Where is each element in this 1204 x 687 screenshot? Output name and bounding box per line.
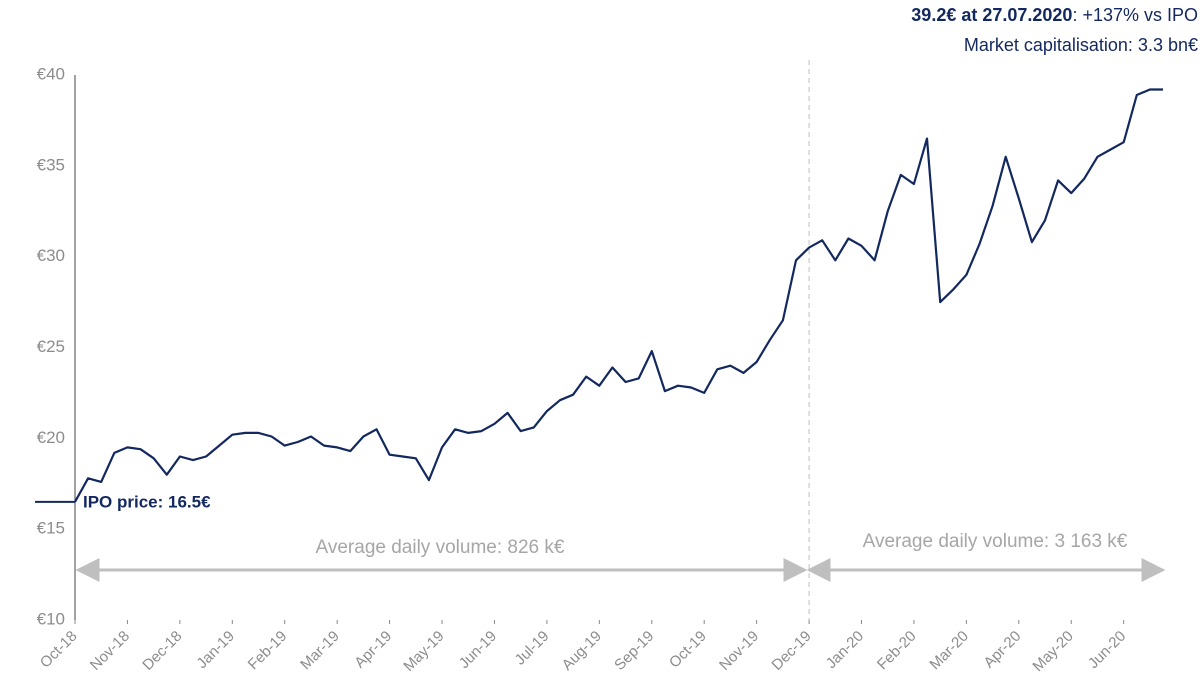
x-tick-label: Mar-19 xyxy=(297,628,343,674)
ipo-label: IPO price: 16.5€ xyxy=(83,492,211,511)
y-tick-label: €35 xyxy=(37,155,65,174)
x-tick-label: May-19 xyxy=(400,628,447,675)
x-tick-label: Mar-20 xyxy=(926,628,972,674)
x-tick-label: Dec-19 xyxy=(768,628,814,674)
price-note-detail: : +137% vs IPO xyxy=(1072,5,1198,25)
x-tick-label: Nov-18 xyxy=(87,628,133,674)
x-tick-label: May-20 xyxy=(1029,628,1076,675)
x-tick-label: Aug-19 xyxy=(559,628,605,674)
price-note: 39.2€ at 27.07.2020: +137% vs IPO xyxy=(911,5,1198,25)
y-tick-label: €30 xyxy=(37,246,65,265)
y-tick-label: €15 xyxy=(37,519,65,538)
x-tick-label: Jun-19 xyxy=(456,628,500,672)
x-tick-label: Jul-19 xyxy=(512,628,553,669)
y-tick-label: €20 xyxy=(37,428,65,447)
x-tick-label: Nov-19 xyxy=(716,628,762,674)
x-tick-label: Sep-19 xyxy=(611,628,657,674)
volume-note: Average daily volume: 826 k€ xyxy=(316,537,565,558)
x-tick-label: Dec-18 xyxy=(139,628,185,674)
y-tick-label: €25 xyxy=(37,337,65,356)
x-tick-label: Feb-19 xyxy=(245,628,291,674)
price-note-highlight: 39.2€ at 27.07.2020 xyxy=(911,5,1072,25)
y-tick-label: €10 xyxy=(37,609,65,628)
volume-note: Average daily volume: 3 163 k€ xyxy=(863,531,1128,552)
x-tick-label: Oct-19 xyxy=(666,628,710,672)
price-line xyxy=(74,88,1163,503)
x-tick-label: Jan-19 xyxy=(193,628,237,672)
x-tick-label: Feb-20 xyxy=(874,628,920,674)
x-tick-label: Jun-20 xyxy=(1085,628,1129,672)
market-cap-note: Market capitalisation: 3.3 bn€ xyxy=(964,35,1198,55)
x-tick-label: Oct-18 xyxy=(37,628,81,672)
y-tick-label: €40 xyxy=(37,64,65,83)
x-tick-label: Jan-20 xyxy=(823,628,867,672)
x-tick-label: Apr-19 xyxy=(351,628,395,672)
x-tick-label: Apr-20 xyxy=(981,628,1025,672)
